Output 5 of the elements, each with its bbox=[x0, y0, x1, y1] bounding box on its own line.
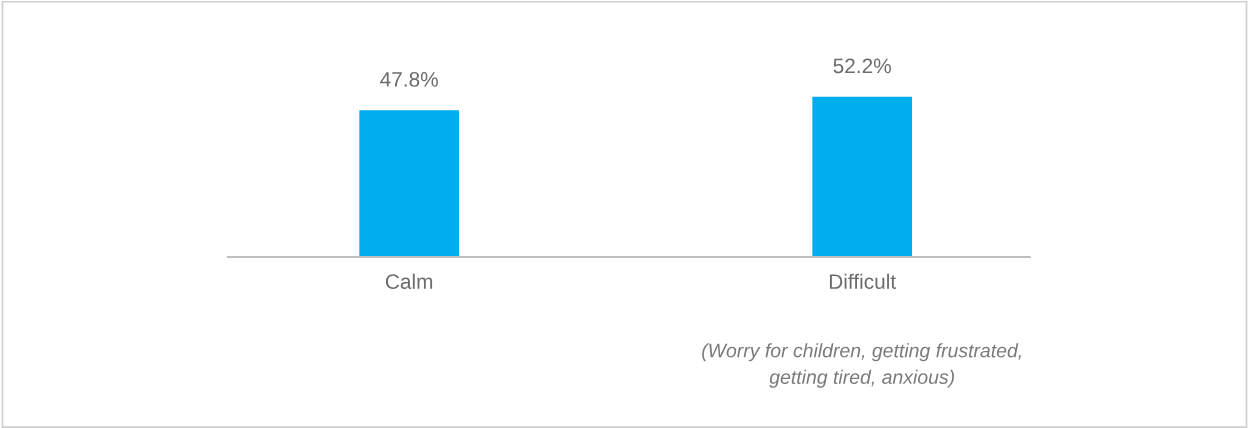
data-label: 47.8% bbox=[380, 72, 438, 87]
data-label: 52.2% bbox=[833, 58, 891, 74]
x-tick-label: Difficult bbox=[829, 273, 896, 289]
text: (Worry for children, getting frustrated, getting tired, anxious) bbox=[702, 343, 1021, 388]
x-tick-label: Calm bbox=[385, 273, 433, 289]
